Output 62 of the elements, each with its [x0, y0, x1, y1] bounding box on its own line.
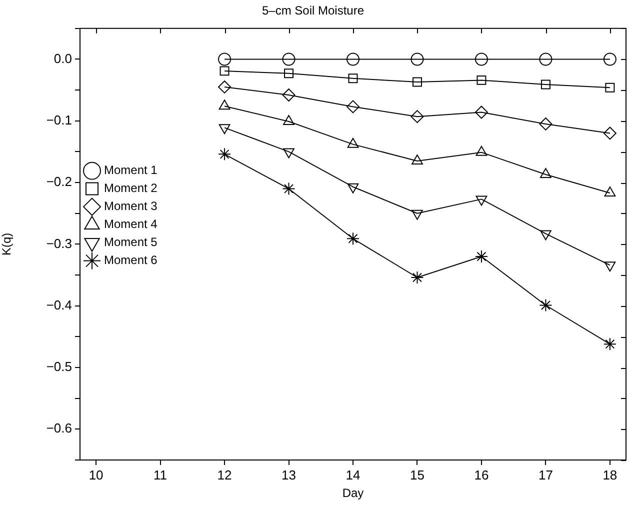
x-tick-label: 18: [602, 467, 618, 482]
point: [603, 338, 616, 351]
point: [346, 232, 360, 246]
point: [474, 250, 488, 264]
legend-label: Moment 4: [104, 217, 158, 232]
point: [540, 80, 550, 90]
point: [282, 88, 296, 102]
y-tick-label: −0.2: [46, 174, 72, 190]
y-tick-label: −0.4: [46, 297, 72, 312]
x-tick-label: 12: [217, 467, 232, 482]
point: [284, 68, 294, 78]
legend-label: Moment 2: [104, 181, 158, 196]
y-tick-label: −0.5: [46, 359, 72, 374]
x-axis-title: Day: [342, 486, 364, 500]
chart-title: 5–cm Soil Moisture: [262, 4, 364, 18]
x-tick-label: 13: [282, 467, 296, 482]
y-tick-label: 0.0: [54, 50, 72, 66]
point: [346, 100, 360, 114]
legend-label: Moment 6: [104, 253, 158, 268]
point: [218, 52, 232, 66]
point: [283, 115, 294, 126]
point: [474, 52, 488, 66]
legend-label: Moment 5: [104, 235, 158, 250]
point: [218, 80, 232, 94]
point: [410, 52, 424, 66]
point: [218, 124, 230, 134]
point: [603, 52, 616, 66]
point: [476, 75, 486, 85]
point: [539, 298, 552, 312]
point: [220, 66, 230, 76]
point: [539, 117, 552, 130]
x-tick-label: 16: [474, 467, 489, 482]
legend-label: Moment 3: [104, 199, 158, 214]
x-tick-label: 10: [88, 467, 104, 482]
point: [476, 196, 488, 206]
point: [604, 262, 616, 272]
point: [347, 183, 359, 194]
point: [540, 230, 552, 240]
x-tick-label: 15: [410, 467, 424, 482]
point: [346, 52, 360, 66]
point: [218, 100, 230, 110]
x-tick-label: 14: [346, 467, 360, 482]
point: [605, 82, 615, 92]
x-tick-label: 11: [154, 467, 168, 482]
point: [603, 126, 616, 140]
point: [539, 52, 552, 66]
y-tick-label: −0.1: [46, 112, 72, 128]
point: [218, 148, 232, 161]
legend-label: Moment 1: [104, 163, 158, 178]
y-tick-label: −0.6: [46, 420, 72, 436]
point: [412, 210, 423, 220]
point: [410, 270, 424, 284]
point: [283, 148, 294, 158]
x-tick-label: 17: [538, 467, 553, 482]
y-tick-label: −0.3: [46, 236, 72, 251]
point: [410, 110, 424, 124]
point: [474, 106, 488, 119]
point: [412, 77, 422, 87]
point: [282, 182, 296, 196]
point: [348, 74, 358, 84]
point: [282, 52, 296, 66]
y-axis-title: K(q): [0, 232, 14, 256]
